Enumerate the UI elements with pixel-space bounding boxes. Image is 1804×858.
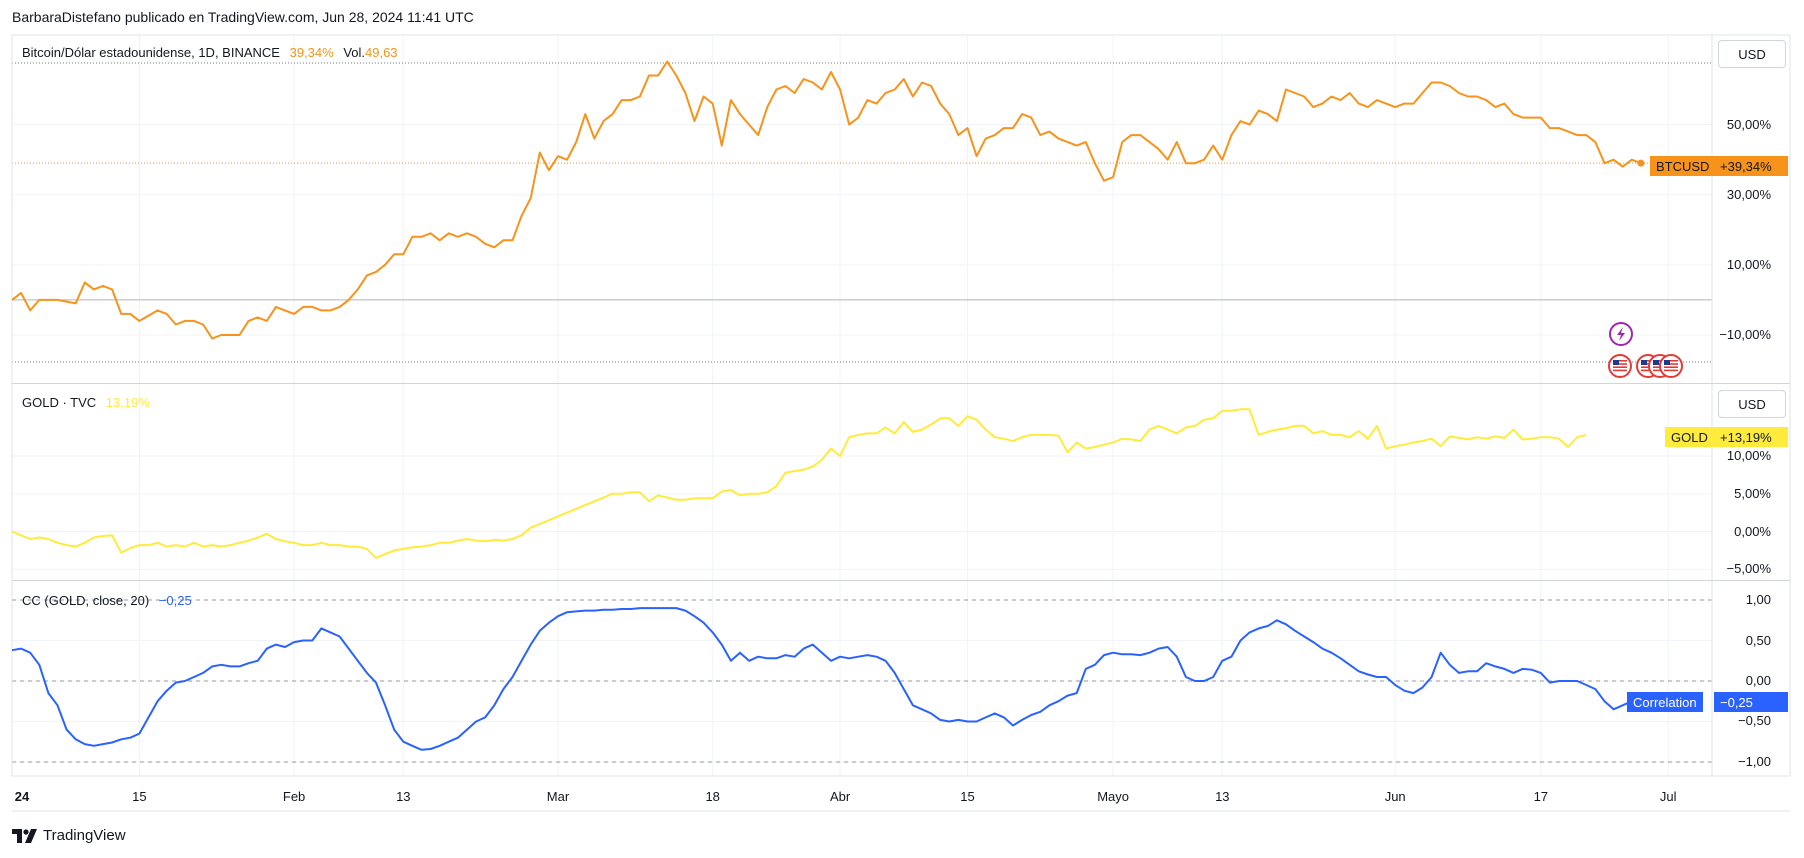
date-tick-label: 15	[132, 789, 147, 804]
btc-legend[interactable]: Bitcoin/Dólar estadounidense, 1D, BINANC…	[22, 45, 398, 60]
date-tick-label: 17	[1533, 789, 1549, 804]
cc-name-tag: Correlation	[1627, 692, 1703, 712]
date-tick-label: 13	[1215, 789, 1230, 804]
date-tick-label: 24	[14, 789, 30, 804]
tradingview-brand: TradingView	[43, 827, 126, 844]
price-tick-label: 5,00%	[1734, 485, 1771, 501]
cc-value-tag: −0,25	[1714, 692, 1788, 712]
series-layer	[11, 60, 1645, 751]
gold-change-value: 13,19%	[105, 395, 150, 410]
price-tick-label: 10,00%	[1726, 256, 1771, 272]
price-tick-label: −5,00%	[1726, 561, 1771, 577]
date-tick-label: Abr	[829, 789, 851, 804]
date-tick-label: Jun	[1384, 789, 1406, 804]
price-tick-label: 1,00	[1745, 592, 1771, 608]
price-tick-label: 0,00	[1745, 673, 1771, 688]
date-tick-label: Mar	[546, 789, 570, 804]
price-tick-label: −10,00%	[1719, 326, 1771, 342]
date-tick-label: Feb	[282, 789, 306, 804]
price-tick-label: 50,00%	[1726, 116, 1771, 132]
frame-layer	[11, 34, 1791, 812]
btc-symbol-label: Bitcoin/Dólar estadounidense, 1D, BINANC…	[22, 45, 280, 60]
date-tick-label: 15	[960, 789, 975, 804]
cc-legend[interactable]: CC (GOLD, close, 20) −0,25	[22, 593, 192, 608]
cc-series-line	[11, 607, 1633, 751]
btc-last-point	[1637, 159, 1645, 167]
price-tick-label: 10,00%	[1726, 448, 1771, 464]
date-tick-label: Mayo	[1097, 789, 1129, 804]
gold-symbol-label: GOLD · TVC	[22, 395, 97, 410]
gold-currency-button[interactable]: USD	[1718, 390, 1786, 418]
btc-volume-value: 49,63	[365, 45, 398, 60]
event-icons-layer	[1608, 322, 1683, 378]
cc-indicator-value: −0,25	[158, 593, 192, 608]
published-by-header: BarbaraDistefano publicado en TradingVie…	[12, 9, 474, 25]
date-tick-label: Jul	[1659, 789, 1677, 804]
btc-currency-button[interactable]: USD	[1718, 40, 1786, 68]
cc-indicator-label: CC (GOLD, close, 20)	[22, 593, 150, 608]
btc-volume-label: Vol.	[343, 45, 365, 60]
chart-frame	[11, 34, 1791, 777]
price-tick-label: −0,50	[1738, 713, 1771, 729]
btc-change-value: 39,34%	[289, 45, 334, 60]
gold-legend[interactable]: GOLD · TVC 13,19%	[22, 395, 150, 410]
price-tick-label: 0,50	[1745, 632, 1771, 648]
btc-value-tag: +39,34%	[1714, 156, 1788, 176]
price-tick-label: −1,00	[1738, 753, 1771, 769]
us-flag-icon	[1608, 354, 1632, 378]
btc-series-line	[11, 60, 1642, 340]
grid-layer	[12, 35, 1712, 776]
date-tick-label: 13	[396, 789, 411, 804]
price-tick-label: 0,00%	[1734, 523, 1771, 539]
gold-name-tag: GOLD	[1665, 427, 1714, 447]
tradingview-logo-icon	[12, 828, 37, 843]
gold-value-tag: +13,19%	[1714, 427, 1788, 447]
gold-series-line	[11, 408, 1587, 559]
us-flag-icon	[1659, 354, 1683, 378]
price-tick-label: 30,00%	[1726, 186, 1771, 202]
date-tick-label: 18	[705, 789, 720, 804]
tradingview-footer[interactable]: TradingView	[12, 827, 126, 844]
flash-icon	[1609, 322, 1633, 346]
btc-name-tag: BTCUSD	[1650, 156, 1716, 176]
